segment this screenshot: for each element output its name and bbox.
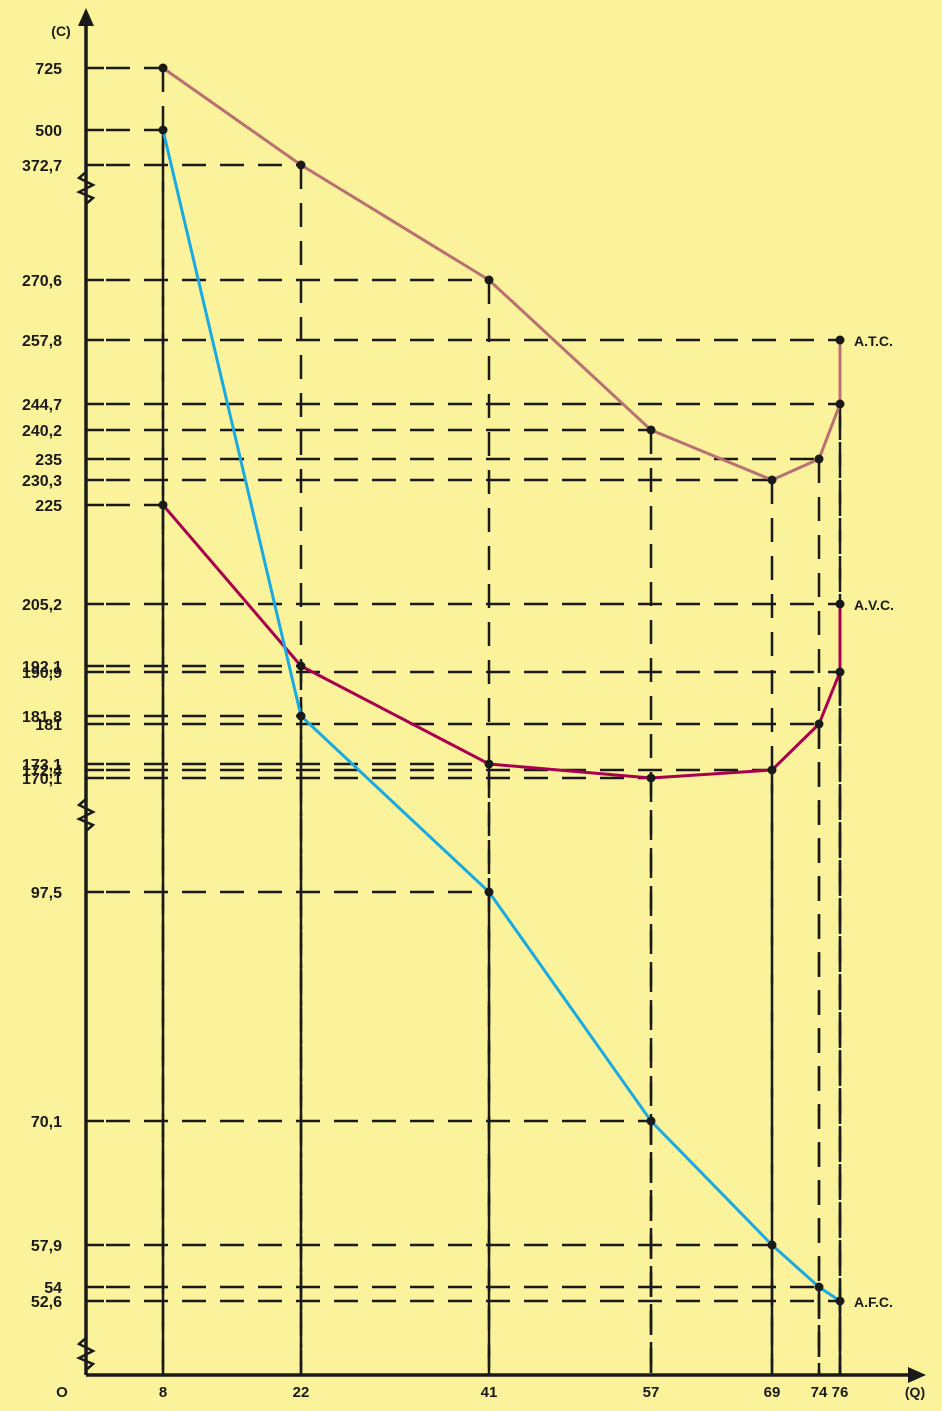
point-a-f-c-0 [158,125,168,135]
labels: (C) (Q) O 725 500 372,7 270,6 257,8 244,7 240,… [22,23,925,1401]
x-tick-label-69: 69 [764,1384,781,1401]
y-tick-label-54: 54 [44,1280,62,1297]
y-tick-label-257-8: 257,8 [22,333,62,350]
point-a-f-c-6 [835,1296,845,1306]
x-axis-arrow [908,1367,926,1383]
point-a-v-c-6 [835,667,845,677]
point-a-v-c-4 [767,765,777,775]
origin-label: O [56,1384,68,1401]
point-a-f-c-1 [296,711,306,721]
point-a-t-c-5 [814,454,824,464]
series-label-a-t-c: A.T.C. [854,333,893,349]
axis-break-2 [76,798,96,832]
point-a-t-c-3 [646,425,656,435]
y-tick-label-181: 181 [35,717,62,734]
series-label-a-f-c: A.F.C. [854,1294,893,1310]
y-tick-label-500: 500 [35,123,62,140]
y-tick-label-725: 725 [35,61,62,78]
y-tick-label-230-3: 230,3 [22,473,62,490]
y-tick-label-192-1: 192,1 [22,659,62,676]
x-tick-label-57: 57 [643,1384,660,1401]
x-tick-label-8: 8 [159,1384,167,1401]
y-tick-label-52-6: 52,6 [31,1294,62,1311]
y-tick-label-170-1: 170,1 [22,771,62,788]
y-tick-label-97-5: 97,5 [31,885,62,902]
point-a-v-c-2 [484,759,494,769]
axis-break-1 [76,171,96,205]
point-a-f-c-4 [767,1240,777,1250]
x-tick-label-41: 41 [481,1384,498,1401]
axis-break-3 [76,1337,96,1371]
y-tick-label-270-6: 270,6 [22,273,62,290]
point-a-t-c-7 [835,335,845,345]
point-a-v-c-5 [814,719,824,729]
x-axis-label: (Q) [905,1384,925,1400]
y-tick-label-235: 235 [35,452,62,469]
y-tick-label-70-1: 70,1 [31,1114,62,1131]
point-a-v-c-1 [296,661,306,671]
point-a-v-c-3 [646,773,656,783]
dashed-guides [106,66,842,1375]
y-axis-label: (C) [51,23,70,39]
curves [158,63,845,1306]
point-a-t-c-6 [835,399,845,409]
y-tick-label-225: 225 [35,498,62,515]
y-tick-label-57-9: 57,9 [31,1238,62,1255]
y-tick-label-244-7: 244,7 [22,397,62,414]
point-a-t-c-1 [296,160,306,170]
y-tick-label-172-4: 172,4 [22,763,62,780]
y-tick-label-372-7: 372,7 [22,158,62,175]
point-a-v-c-7 [835,599,845,609]
point-a-f-c-3 [646,1116,656,1126]
point-a-f-c-2 [484,887,494,897]
point-a-v-c-0 [158,500,168,510]
y-axis-arrow [78,8,94,26]
x-tick-label-22: 22 [293,1384,310,1401]
x-tick-label-76: 76 [832,1384,849,1401]
x-tick-label-74: 74 [811,1384,828,1401]
y-tick-label-205-2: 205,2 [22,597,62,614]
series-line-a-t-c [162,66,842,482]
series-label-a-v-c: A.V.C. [854,597,894,613]
y-tick-label-173-1: 173,1 [22,757,62,774]
point-a-t-c-2 [484,275,494,285]
series-line-a-v-c [161,504,842,780]
point-a-f-c-5 [814,1282,824,1292]
point-a-t-c-4 [767,475,777,485]
y-tick-label-181-8: 181,8 [22,709,62,726]
axes [76,8,926,1383]
y-tick-label-240-2: 240,2 [22,423,62,440]
point-a-t-c-0 [158,63,168,73]
y-tick-label-190-9: 190,9 [22,665,62,682]
